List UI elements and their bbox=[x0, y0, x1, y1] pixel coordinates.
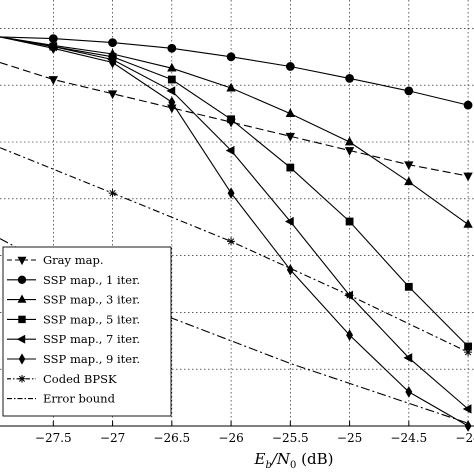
legend-label-5: SSP map., 9 iter. bbox=[43, 352, 140, 366]
legend-label-4: SSP map., 7 iter. bbox=[43, 332, 140, 346]
legend-marker-2 bbox=[17, 294, 27, 303]
series-0-point-5 bbox=[285, 132, 295, 142]
series-0-point-7 bbox=[404, 161, 414, 171]
series-3-point-3 bbox=[167, 75, 176, 84]
x-tick-labels: −27.5 −27 −26.5 −26 −25.5 −25 −24.5 −24 bbox=[35, 431, 474, 445]
series-4-point-4 bbox=[225, 145, 235, 156]
series-3-point-7 bbox=[404, 282, 413, 291]
series-2-point-8 bbox=[463, 219, 473, 228]
legend-marker-5 bbox=[18, 353, 26, 365]
legend-marker-1 bbox=[17, 275, 27, 284]
x-tick-label-4: −25.5 bbox=[272, 431, 309, 445]
legend-label-3: SSP map., 5 iter. bbox=[43, 312, 140, 326]
legend-marker-3 bbox=[18, 315, 26, 324]
x-tick-label-7: −24 bbox=[455, 431, 474, 445]
series-1-point-6 bbox=[345, 73, 354, 83]
grid bbox=[0, 0, 474, 426]
series-3-point-4 bbox=[227, 115, 235, 124]
series-4-point-3 bbox=[166, 86, 176, 96]
x-axis-label-sep: /N bbox=[270, 450, 291, 468]
series-line-1 bbox=[0, 36, 469, 106]
x-axis-label-unit: (dB) bbox=[296, 450, 333, 468]
series-5-point-7 bbox=[405, 386, 413, 398]
x-tick-label-5: −25 bbox=[337, 431, 362, 445]
legend-marker-4 bbox=[16, 334, 26, 344]
series-6-point-3 bbox=[345, 291, 354, 300]
x-axis-label-sub1: b bbox=[265, 460, 271, 471]
axes bbox=[0, 421, 474, 427]
series-4-point-7 bbox=[403, 353, 413, 363]
legend-label-2: SSP map., 3 iter. bbox=[43, 293, 140, 307]
series-5-point-6 bbox=[346, 329, 354, 341]
legend-marker-0 bbox=[17, 256, 27, 266]
x-tick-label-3: −26 bbox=[218, 431, 243, 445]
series-4-point-8 bbox=[462, 404, 472, 414]
series-2-point-7 bbox=[404, 176, 414, 186]
series-2-point-6 bbox=[344, 136, 355, 146]
series-3-point-5 bbox=[286, 163, 295, 172]
legend-marker-6 bbox=[18, 375, 26, 383]
series-line-0 bbox=[0, 61, 469, 177]
series-1-point-3 bbox=[167, 43, 177, 53]
series-line-6 bbox=[0, 147, 469, 353]
x-tick-label-1: −27 bbox=[100, 431, 125, 445]
series-1-point-7 bbox=[404, 86, 414, 96]
series-1-point-2 bbox=[108, 38, 117, 47]
series-5-point-1 bbox=[49, 42, 57, 55]
x-axis-label: Eb/N0 (dB) bbox=[253, 450, 333, 471]
series-0-point-1 bbox=[48, 76, 58, 85]
series-markers bbox=[47, 34, 473, 432]
series-0-point-8 bbox=[463, 172, 473, 182]
x-tick-label-6: −24.5 bbox=[390, 431, 427, 445]
legend-label-7: Error bound bbox=[43, 392, 116, 406]
legend-box bbox=[2, 246, 172, 417]
series-0-point-6 bbox=[344, 147, 355, 156]
series-1-point-5 bbox=[285, 62, 295, 71]
x-axis-label-main: E bbox=[253, 450, 265, 468]
series-2-point-4 bbox=[226, 82, 236, 92]
series-2-point-3 bbox=[167, 62, 177, 72]
legend-label-1: SSP map., 1 iter. bbox=[43, 273, 140, 287]
series-5-point-2 bbox=[109, 56, 117, 69]
series-5-point-4 bbox=[227, 187, 235, 199]
series-6-point-1 bbox=[108, 189, 117, 198]
series-1-point-4 bbox=[226, 52, 236, 62]
legend: Gray map. SSP map., 1 iter. SSP map., 3 it… bbox=[2, 246, 172, 417]
series-6-point-2 bbox=[227, 237, 236, 246]
legend-label-6: Coded BPSK bbox=[43, 372, 117, 386]
series-0-point-2 bbox=[107, 90, 118, 100]
legend-label-0: Gray map. bbox=[43, 253, 103, 267]
x-axis-label-sub2: 0 bbox=[290, 460, 296, 471]
series-5-point-3 bbox=[168, 96, 176, 109]
x-tick-label-2: −26.5 bbox=[153, 431, 190, 445]
series-6-point-4 bbox=[464, 348, 473, 357]
series-5-point-5 bbox=[286, 264, 294, 276]
series-2-point-5 bbox=[285, 108, 295, 117]
series-3-point-6 bbox=[345, 217, 354, 226]
series-4-point-5 bbox=[284, 216, 294, 227]
series-1-point-8 bbox=[463, 100, 473, 110]
x-tick-label-0: −27.5 bbox=[35, 431, 72, 445]
